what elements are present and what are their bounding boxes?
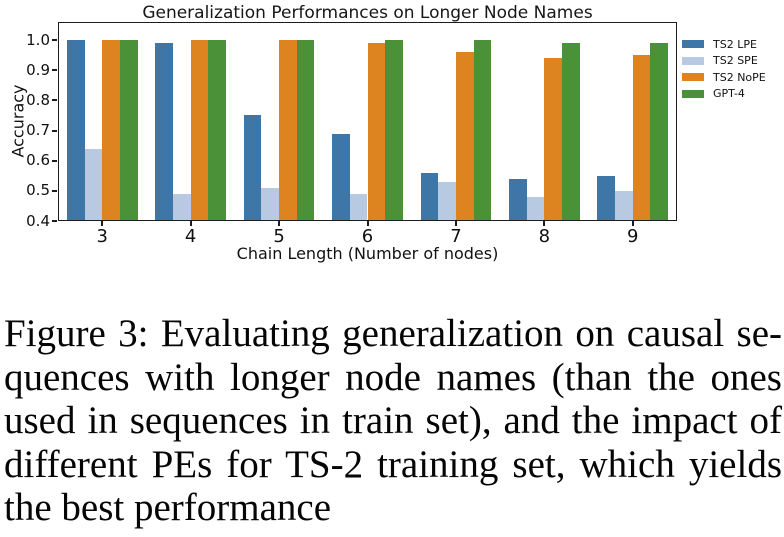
bar-ts2-lpe-5 <box>243 115 262 221</box>
y-tick-label: 0.8 <box>26 90 50 109</box>
figure-3-chart: Generalization Performances on Longer No… <box>8 3 766 263</box>
bar-gpt-4-6 <box>385 40 403 221</box>
bar-ts2-spe-7 <box>438 181 456 221</box>
y-tick-label: 0.7 <box>26 121 50 140</box>
y-tick-label: 0.6 <box>26 151 50 170</box>
bar-gpt-4-5 <box>296 40 315 221</box>
x-tick-mark <box>101 221 104 226</box>
legend: TS2 LPE TS2 SPE TS2 NoPE GPT-4 <box>682 36 766 102</box>
legend-label: TS2 SPE <box>713 54 758 68</box>
bar-ts2-spe-3 <box>84 148 103 221</box>
bar-ts2-lpe-6 <box>332 133 350 221</box>
y-tick-mark <box>52 189 57 192</box>
legend-item: GPT-4 <box>682 86 766 103</box>
legend-swatch-gpt-4 <box>682 89 704 98</box>
bar-ts2-nope-4 <box>190 40 209 221</box>
bar-ts2-lpe-7 <box>420 172 439 221</box>
bar-ts2-nope-7 <box>455 52 474 221</box>
bar-gpt-4-8 <box>562 43 580 221</box>
y-tick-mark <box>52 39 57 42</box>
bar-ts2-lpe-4 <box>155 43 173 221</box>
x-tick-label: 9 <box>627 226 639 247</box>
legend-label: TS2 NoPE <box>713 70 766 84</box>
bar-ts2-spe-9 <box>615 190 633 221</box>
chart-title: Generalization Performances on Longer No… <box>142 3 593 23</box>
x-tick-mark <box>543 221 546 226</box>
bar-ts2-lpe-3 <box>66 40 85 221</box>
y-axis-label: Accuracy <box>8 84 28 158</box>
x-tick-mark <box>189 221 192 226</box>
legend-label: TS2 LPE <box>713 37 757 51</box>
bar-gpt-4-3 <box>119 40 138 221</box>
x-axis-label: Chain Length (Number of nodes) <box>236 244 499 263</box>
y-tick-label: 0.5 <box>26 181 50 200</box>
bar-gpt-4-4 <box>208 40 226 221</box>
bar-ts2-nope-8 <box>544 58 563 221</box>
x-tick-mark <box>278 221 281 226</box>
y-tick-label: 0.4 <box>26 211 50 230</box>
legend-swatch-ts2-spe <box>682 56 704 65</box>
caption-line: Figure 3: Evaluating generalization on c… <box>4 312 782 355</box>
bar-ts2-nope-9 <box>632 55 651 221</box>
bar-ts2-lpe-9 <box>597 175 616 221</box>
bar-gpt-4-7 <box>473 40 492 221</box>
y-tick-mark <box>52 159 57 162</box>
legend-swatch-ts2-nope <box>682 73 704 82</box>
x-tick-label: 6 <box>361 226 374 247</box>
caption-line: different PEs for TS-2 training set, whi… <box>4 442 782 486</box>
bar-ts2-lpe-8 <box>508 178 527 221</box>
bar-ts2-spe-8 <box>526 196 545 221</box>
bar-ts2-nope-3 <box>102 40 120 221</box>
caption-line: quences with longer node names (than the… <box>4 355 782 399</box>
legend-label: GPT-4 <box>713 87 745 101</box>
x-tick-mark <box>631 221 634 226</box>
plot-area <box>58 22 677 221</box>
x-tick-label: 3 <box>96 226 108 247</box>
figure-caption: Figure 3: Evaluating generalization on c… <box>4 312 782 530</box>
x-tick-label: 7 <box>450 226 462 247</box>
y-tick-mark <box>52 69 57 72</box>
bar-ts2-spe-6 <box>349 193 368 221</box>
y-tick-mark <box>52 99 57 102</box>
caption-line: the best performance <box>4 486 332 529</box>
y-tick-mark <box>52 220 57 222</box>
bar-ts2-spe-5 <box>261 187 280 221</box>
bar-ts2-nope-6 <box>367 43 386 221</box>
legend-swatch-ts2-lpe <box>682 40 704 49</box>
y-tick-label: 0.9 <box>26 60 50 79</box>
y-tick-label: 1.0 <box>26 30 50 49</box>
bar-ts2-nope-5 <box>279 40 297 221</box>
bar-ts2-spe-4 <box>172 193 191 221</box>
x-tick-label: 5 <box>273 226 285 247</box>
legend-item: TS2 LPE <box>682 36 766 53</box>
x-tick-label: 4 <box>184 226 197 247</box>
legend-item: TS2 SPE <box>682 53 766 70</box>
legend-item: TS2 NoPE <box>682 69 766 86</box>
x-tick-label: 8 <box>538 226 551 247</box>
caption-line: used in sequences in train set), and the… <box>4 399 782 442</box>
x-tick-mark <box>454 221 457 226</box>
bar-gpt-4-9 <box>650 43 669 221</box>
x-tick-mark <box>366 221 369 226</box>
y-tick-mark <box>52 129 57 132</box>
